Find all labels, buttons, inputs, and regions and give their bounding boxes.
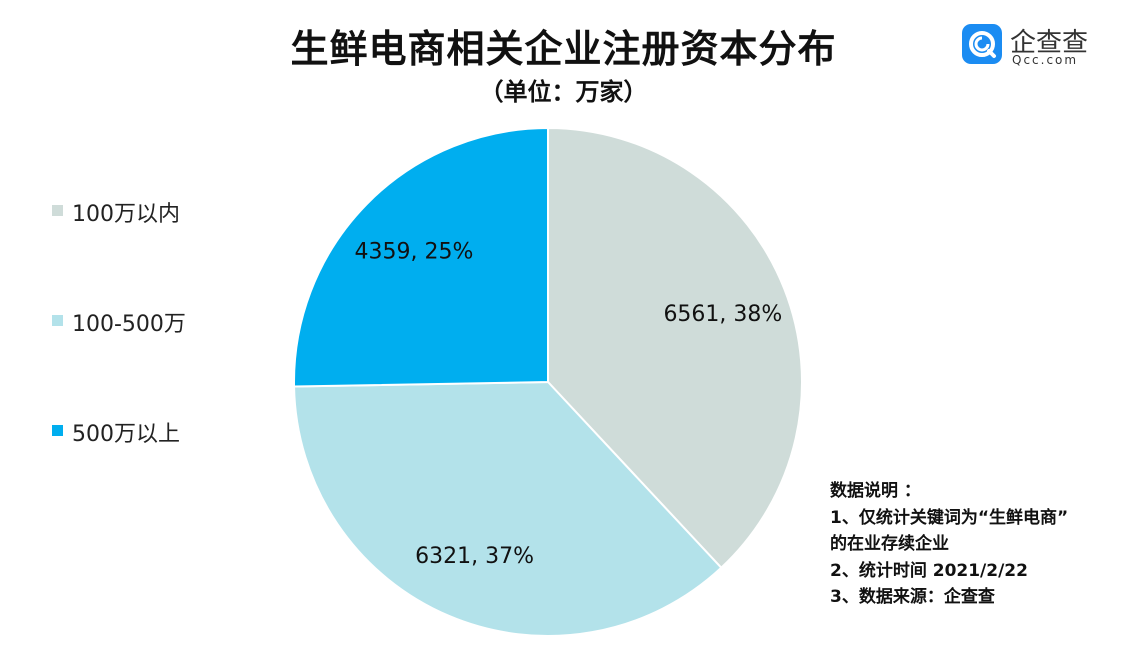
legend-label: 500万以上 bbox=[72, 422, 180, 447]
logo-domain: Qcc.com bbox=[1012, 53, 1079, 67]
notes-line: 的在业存续企业 bbox=[830, 534, 949, 554]
pie-slice bbox=[293, 126, 549, 388]
notes-line: 3、数据来源：企查查 bbox=[830, 587, 995, 607]
legend-label: 100万以内 bbox=[72, 202, 180, 227]
pie-slice bbox=[547, 126, 803, 570]
logo-name: 企查查 bbox=[1010, 28, 1089, 58]
pie-data-label: 6561, 38% bbox=[663, 302, 782, 327]
legend-label: 100-500万 bbox=[72, 312, 186, 337]
pie-slice bbox=[293, 380, 723, 637]
notes-heading: 数据说明 ： bbox=[830, 481, 921, 501]
chart-subtitle: （单位：万家） bbox=[479, 78, 648, 106]
data-notes: 数据说明 ： 1、仅统计关键词为“生鲜电商” 的在业存续企业 2、统计时间 20… bbox=[830, 478, 1120, 611]
legend-swatch bbox=[52, 425, 63, 436]
chart-title: 生鲜电商相关企业注册资本分布 bbox=[290, 27, 837, 71]
notes-line: 1、仅统计关键词为“生鲜电商” bbox=[830, 507, 1069, 528]
legend-swatch bbox=[52, 205, 63, 216]
qcc-logo: 企查查 Qcc.com bbox=[962, 22, 1102, 68]
pie-data-label: 4359, 25% bbox=[354, 239, 473, 264]
pie-data-label: 6321, 37% bbox=[415, 544, 534, 569]
notes-line: 2、统计时间 2021/2/22 bbox=[830, 560, 1028, 581]
qcc-logo-icon bbox=[962, 24, 1002, 64]
legend-swatch bbox=[52, 315, 63, 326]
